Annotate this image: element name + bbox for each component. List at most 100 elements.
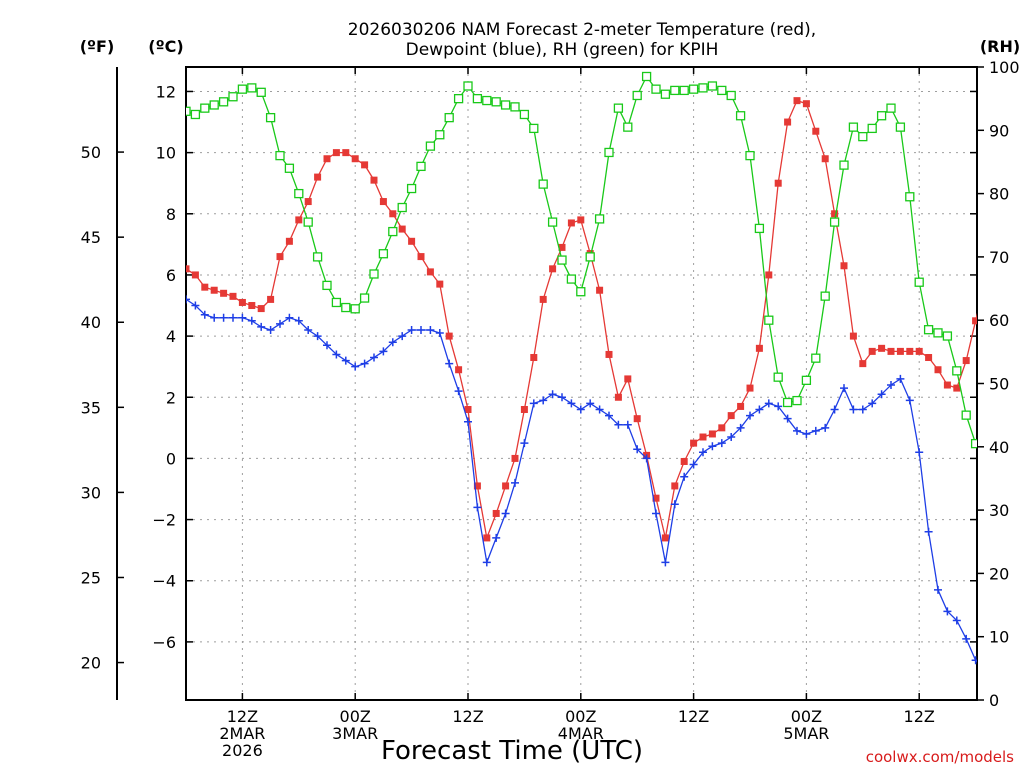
chart-title: 2026030206 NAM Forecast 2-meter Temperat… — [348, 20, 816, 60]
temperature-point — [831, 210, 839, 218]
temperature-point — [614, 393, 622, 401]
temperature-point — [210, 286, 218, 294]
temperature-point — [191, 271, 199, 279]
dewpoint-point — [887, 381, 895, 390]
rh-point — [275, 150, 285, 161]
dewpoint-point — [351, 362, 360, 371]
temperature-point — [201, 283, 209, 291]
rh-point — [491, 97, 501, 107]
rh-tick-label: 80 — [989, 185, 1009, 204]
rh-point — [651, 84, 661, 94]
dewpoint-point — [304, 325, 313, 334]
temperature-point — [633, 415, 641, 423]
temperature-point — [257, 305, 265, 313]
temperature-point — [962, 357, 970, 365]
dewpoint-point — [520, 439, 529, 448]
temperature-point — [530, 354, 538, 362]
dewpoint-point — [652, 509, 660, 518]
x-tick-label: 5MAR — [783, 724, 829, 743]
dewpoint-point — [247, 316, 256, 325]
dewpoint-point — [529, 399, 538, 408]
rh-point — [886, 103, 896, 113]
temperature-point — [596, 286, 604, 294]
dewpoint-point — [398, 332, 407, 341]
fahrenheit-tick-label: 35 — [81, 398, 101, 417]
temperature-point — [549, 265, 557, 273]
dewpoint-point — [962, 634, 971, 643]
temperature-point — [699, 433, 707, 441]
dewpoint-point — [341, 356, 350, 365]
temperature-point — [455, 366, 463, 374]
temperature-point — [276, 253, 284, 261]
dewpoint-point — [186, 295, 190, 304]
rh-point — [839, 160, 849, 170]
rh-point — [350, 304, 360, 314]
dewpoint-point — [783, 414, 792, 423]
rh-point — [679, 85, 689, 96]
rh-point — [359, 293, 370, 303]
temperature-point — [267, 295, 275, 303]
rh-point — [604, 147, 614, 158]
rh-tick-label: 30 — [989, 501, 1009, 520]
x-tick-label: 2026 — [222, 741, 263, 760]
x-tick-label: 12Z — [678, 707, 709, 726]
temperature-point — [727, 412, 735, 420]
temperature-point — [314, 173, 322, 181]
dewpoint-point — [435, 329, 444, 338]
rh-tick-label: 10 — [989, 628, 1009, 647]
rh-tick-label: 90 — [989, 121, 1009, 140]
rh-point — [848, 122, 859, 132]
dewpoint-point — [746, 411, 754, 420]
chart-title-line-1: 2026030206 NAM Forecast 2-meter Temperat… — [348, 20, 816, 40]
dewpoint-point — [464, 417, 472, 426]
dewpoint-point — [661, 558, 670, 567]
temperature-point — [238, 298, 246, 306]
dewpoint-point — [200, 310, 209, 319]
temperature-point — [417, 253, 425, 261]
rh-point — [801, 375, 812, 385]
temperature-point — [342, 149, 350, 157]
rh-tick-label: 0 — [989, 691, 999, 710]
temperature-point — [887, 347, 895, 355]
dewpoint-point — [642, 454, 651, 463]
temperature-point — [408, 237, 416, 245]
fahrenheit-tick-label: 25 — [81, 568, 101, 587]
temperature-point — [577, 216, 585, 224]
x-axis-title: Forecast Time (UTC) — [381, 736, 643, 766]
temperature-point — [915, 347, 923, 355]
rh-point — [341, 302, 351, 313]
rh-point — [717, 85, 727, 96]
x-tick-label: 00Z — [340, 707, 371, 726]
dewpoint-point — [426, 325, 435, 334]
dewpoint-point — [943, 607, 952, 616]
rh-point — [754, 223, 765, 234]
fahrenheit-unit-label: (ºF) — [80, 37, 115, 56]
temperature-point — [361, 161, 369, 169]
temperature-point — [295, 216, 303, 224]
temperature-point — [840, 262, 848, 270]
dewpoint-point — [830, 405, 839, 414]
temperature-point — [398, 225, 406, 233]
rh-point — [519, 109, 530, 120]
dewpoint-point — [849, 405, 858, 414]
rh-point — [735, 111, 746, 121]
celsius-tick-label: 6 — [166, 266, 176, 285]
rh-point — [463, 81, 473, 91]
temperature-point — [821, 155, 829, 163]
rh-point — [557, 255, 567, 265]
series-line-1 — [186, 298, 977, 663]
temperature-point — [671, 482, 679, 490]
rh-point — [970, 438, 977, 449]
rh-point — [641, 71, 652, 82]
temperature-point — [718, 424, 726, 432]
rh-point — [867, 123, 877, 134]
x-tick-label: 2MAR — [219, 724, 265, 743]
temperature-point — [953, 384, 961, 392]
rh-point — [294, 188, 304, 199]
dewpoint-point — [492, 533, 501, 542]
rh-point — [510, 102, 520, 112]
dewpoint-point — [811, 426, 820, 435]
series-line-2 — [186, 75, 977, 445]
dewpoint-point — [774, 402, 783, 411]
